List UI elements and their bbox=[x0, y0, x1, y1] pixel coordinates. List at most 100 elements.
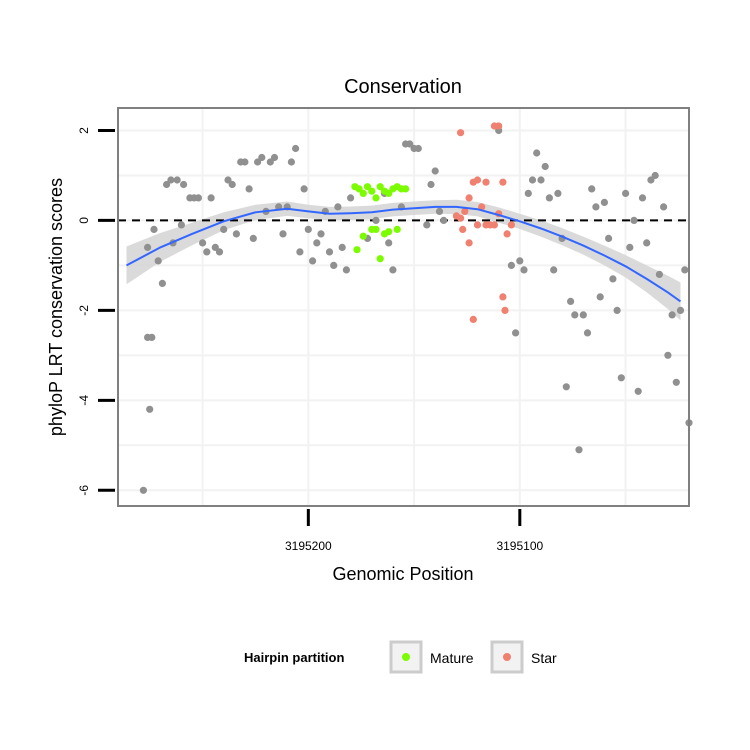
point-mature bbox=[355, 185, 363, 193]
y-tick-label: -6 bbox=[77, 485, 91, 496]
point-mature bbox=[385, 228, 393, 236]
point-other bbox=[634, 387, 642, 395]
point-other bbox=[571, 311, 579, 319]
point-other bbox=[668, 311, 676, 319]
point-other bbox=[389, 266, 397, 274]
point-other bbox=[296, 248, 304, 256]
y-axis-label: phyloP LRT conservation scores bbox=[46, 178, 66, 436]
point-other bbox=[154, 257, 162, 265]
point-other bbox=[228, 180, 236, 189]
point-other bbox=[300, 185, 308, 193]
point-other bbox=[672, 378, 680, 386]
point-other bbox=[177, 221, 185, 229]
point-star bbox=[499, 178, 507, 186]
x-tick-label: 3195200 bbox=[285, 539, 332, 553]
plot-background bbox=[118, 108, 689, 506]
point-other bbox=[258, 153, 266, 162]
y-tick-label: 0 bbox=[77, 217, 91, 224]
point-star bbox=[457, 129, 465, 137]
point-other bbox=[596, 293, 604, 301]
point-star bbox=[478, 203, 486, 211]
point-other bbox=[562, 383, 570, 391]
point-other bbox=[347, 194, 355, 202]
point-mature bbox=[376, 255, 384, 263]
point-other bbox=[139, 486, 147, 494]
legend-dot-star bbox=[503, 653, 511, 661]
point-other bbox=[516, 257, 524, 265]
point-other bbox=[385, 239, 393, 247]
point-other bbox=[583, 329, 592, 337]
smooth-curve bbox=[126, 205, 682, 303]
point-other bbox=[304, 225, 312, 233]
point-other bbox=[270, 153, 279, 162]
point-other bbox=[528, 176, 537, 184]
point-other bbox=[575, 446, 583, 454]
legend-label-star: Star bbox=[531, 650, 557, 666]
plot-panel bbox=[117, 107, 693, 507]
point-other bbox=[507, 261, 515, 269]
point-star bbox=[501, 306, 509, 314]
point-other bbox=[249, 234, 257, 242]
point-mature bbox=[372, 194, 380, 202]
point-other bbox=[406, 140, 414, 148]
point-other bbox=[334, 203, 342, 211]
point-mature bbox=[353, 246, 361, 254]
point-other bbox=[647, 176, 655, 184]
point-other bbox=[541, 162, 549, 171]
point-other bbox=[622, 189, 630, 197]
point-other bbox=[266, 158, 274, 166]
point-other bbox=[313, 239, 321, 247]
point-star bbox=[465, 194, 473, 202]
point-other bbox=[150, 225, 158, 233]
point-other bbox=[194, 194, 202, 202]
point-other bbox=[655, 270, 664, 278]
point-other bbox=[203, 248, 211, 256]
point-other bbox=[592, 203, 600, 211]
point-mature bbox=[385, 189, 393, 197]
y-tick-label: -2 bbox=[77, 305, 91, 316]
point-other bbox=[520, 266, 528, 274]
point-other bbox=[638, 194, 647, 202]
point-other bbox=[309, 257, 317, 265]
point-other bbox=[215, 248, 224, 256]
point-mature bbox=[376, 183, 384, 191]
point-other bbox=[279, 230, 287, 238]
point-other bbox=[245, 185, 253, 193]
point-mature bbox=[372, 225, 380, 233]
legend-title: Hairpin partition bbox=[244, 650, 344, 665]
point-other bbox=[220, 225, 228, 233]
point-other bbox=[567, 297, 575, 305]
legend-dot-mature bbox=[402, 653, 410, 661]
point-other bbox=[511, 329, 520, 337]
point-other bbox=[664, 351, 672, 359]
point-other bbox=[545, 194, 554, 202]
point-other bbox=[158, 279, 166, 287]
point-mature bbox=[393, 225, 401, 233]
point-other bbox=[537, 176, 545, 184]
point-other bbox=[144, 243, 152, 251]
point-star bbox=[473, 176, 482, 184]
point-mature bbox=[368, 187, 376, 195]
point-other bbox=[588, 185, 596, 193]
point-other bbox=[207, 194, 215, 202]
plot-border bbox=[117, 107, 690, 507]
legend-label-mature: Mature bbox=[430, 650, 474, 666]
point-other bbox=[440, 216, 448, 224]
point-star bbox=[469, 315, 477, 323]
point-other bbox=[232, 230, 240, 238]
chart-title: Conservation bbox=[344, 76, 462, 98]
legend: Hairpin partition Mature Star bbox=[244, 640, 557, 674]
point-star bbox=[473, 221, 482, 229]
point-star bbox=[452, 212, 460, 220]
point-other bbox=[199, 239, 207, 247]
x-tick-label: 3195100 bbox=[496, 539, 543, 553]
point-other bbox=[651, 171, 659, 180]
point-star bbox=[495, 122, 503, 130]
point-other bbox=[173, 176, 181, 184]
point-mature bbox=[359, 232, 367, 240]
grid-lines bbox=[118, 108, 689, 506]
point-other bbox=[317, 230, 325, 238]
point-star bbox=[503, 230, 511, 238]
point-other bbox=[626, 243, 634, 251]
point-other bbox=[435, 207, 444, 215]
